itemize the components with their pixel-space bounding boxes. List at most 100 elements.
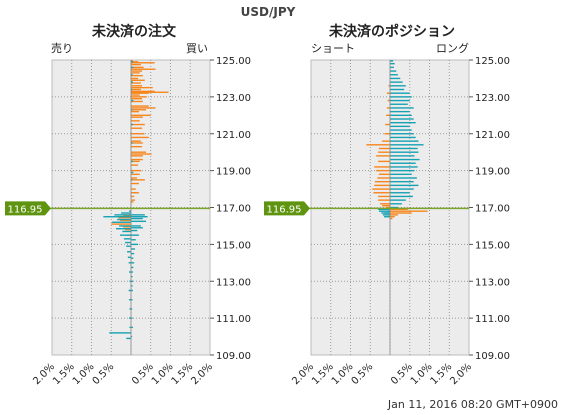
bar [376,169,390,172]
bar [390,212,412,214]
x-tick-label: 1.0% [71,361,97,387]
bar [129,280,131,282]
bar [131,61,133,63]
y-tick-label: 111.00 [216,314,251,325]
sell-label: 売り [51,42,73,55]
bar [131,136,149,139]
bar [390,85,406,87]
bar [131,127,143,129]
bar [131,109,147,111]
bar [378,208,390,211]
bar [127,256,131,258]
bar [121,212,131,214]
y-tick-label: 115.00 [475,240,510,251]
bar [131,133,145,135]
y-tick-label: 113.00 [475,277,510,288]
bar [390,140,419,142]
bar [390,118,414,120]
bar [129,308,131,310]
open-orders-title: 未決済の注文 [92,23,177,40]
bar [131,182,139,185]
x-tick-label: 1.5% [170,361,196,387]
bar [390,158,420,161]
bar [131,85,143,87]
bar [390,169,415,172]
bar [131,158,143,161]
bar [131,66,144,69]
x-tick-label: 2.0% [189,361,215,387]
bar [123,226,131,228]
bar [131,179,133,181]
bar [129,298,131,301]
bar [390,177,417,179]
y-tick-label: 123.00 [216,93,251,104]
bar [131,123,133,126]
x-tick-label: 2.0% [290,361,316,387]
bar [125,228,131,231]
bar [131,109,133,111]
bar [390,147,418,150]
buy-label: 買い [186,42,208,55]
bar [386,114,390,117]
bar [374,166,390,168]
bar [114,214,131,216]
bar [131,257,134,259]
bar [390,216,395,218]
x-tick-label: 0.5% [389,361,415,387]
bar [131,92,149,94]
bar [131,335,133,338]
bar [131,116,143,118]
bar [390,88,405,91]
bar [131,214,145,216]
bar [390,192,410,194]
bar [380,203,390,205]
bar [390,203,402,205]
bar [131,153,152,155]
bar [131,86,153,89]
bar [131,81,133,83]
bar [390,125,410,128]
y-tick-label: 115.00 [216,240,251,251]
bar [374,184,390,187]
bar [131,216,148,218]
x-tick-label: 0.5% [91,361,117,387]
x-tick-label: 0.5% [350,361,376,387]
y-tick-label: 117.00 [475,204,510,215]
bar [131,107,156,109]
bar [366,144,390,146]
bar [129,271,131,273]
y-tick-label: 119.00 [216,167,251,178]
y-tick-label: 121.00 [475,130,510,141]
bar [387,99,390,102]
bar [131,105,149,107]
bar [131,63,141,66]
bar [131,72,140,74]
bar [131,60,133,62]
bar [131,77,139,80]
y-tick-label: 119.00 [475,167,510,178]
bar [131,61,139,63]
bar [119,219,131,222]
current-price-tag [264,201,310,216]
bar [390,208,408,211]
bar [390,184,419,187]
bar [390,92,410,94]
bar [123,238,131,240]
bar [131,123,145,126]
y-tick-label: 111.00 [475,314,510,325]
bar [131,66,134,69]
bar [129,317,131,319]
bar [390,110,410,113]
bar [378,210,390,212]
bar [390,74,398,76]
bar [131,227,143,229]
bar [131,140,141,142]
bar [382,214,390,216]
bar [131,114,151,117]
bar [131,110,139,113]
open-positions-panel: 未決済のポジション ショート ロング 2.0%1.5%1.0%0.5% 0.5%1… [264,23,510,387]
bar [128,289,131,292]
bar [390,129,412,131]
bar [125,241,131,244]
bar [390,107,414,109]
